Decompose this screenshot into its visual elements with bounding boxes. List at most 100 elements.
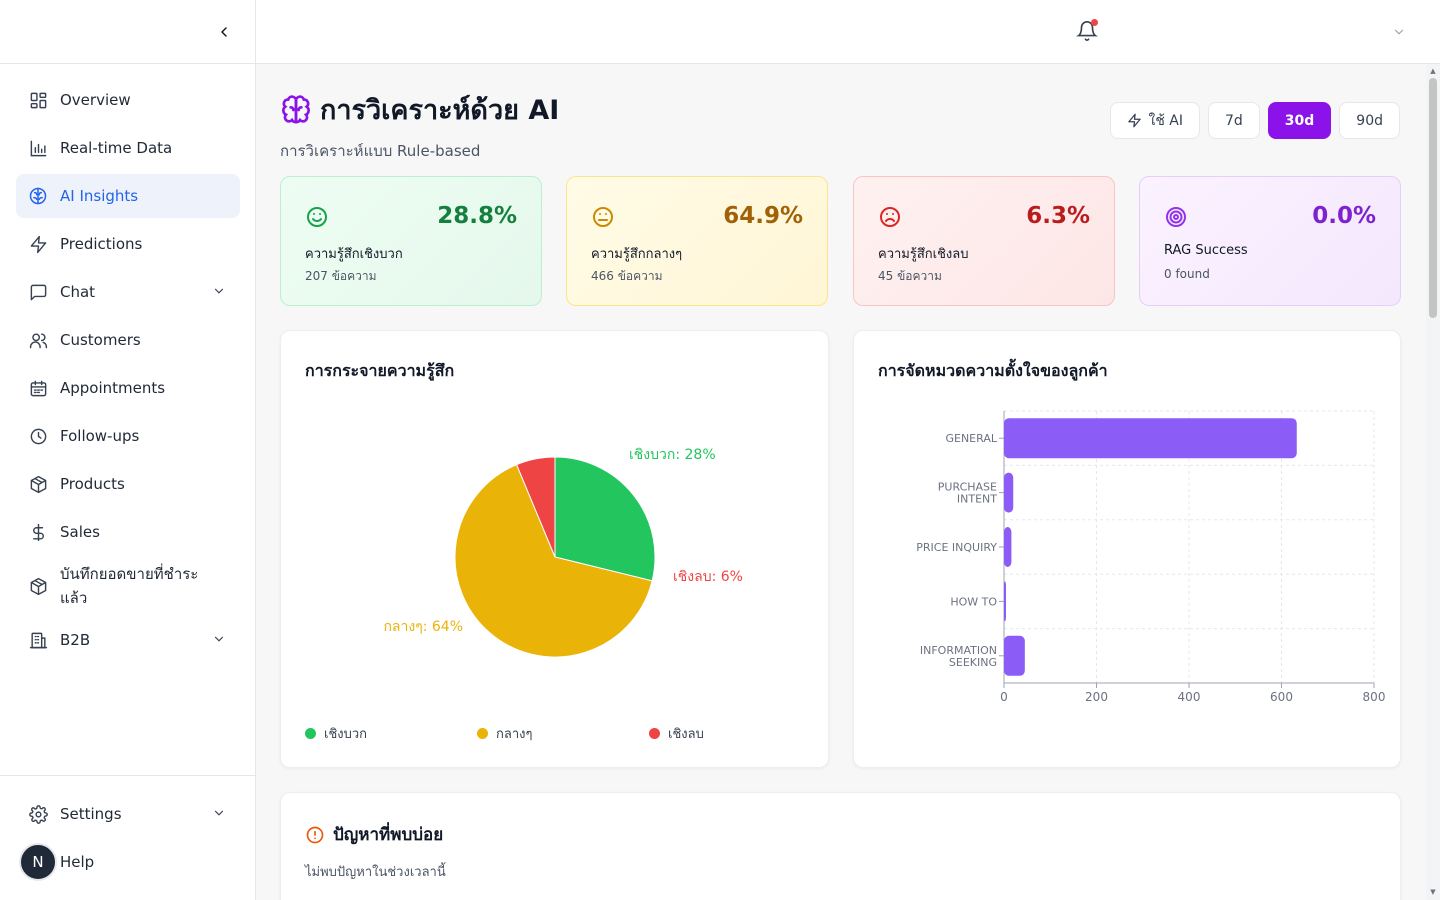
sidebar-item-appointments[interactable]: Appointments: [16, 366, 240, 410]
legend-item-neutral: กลางๆ: [477, 723, 532, 744]
bar[interactable]: [1004, 472, 1014, 513]
pie-data-label: เชิงบวก: 28%: [629, 447, 716, 463]
use-ai-button[interactable]: ใช้ AI: [1110, 102, 1200, 139]
pie-slice[interactable]: [515, 456, 556, 558]
sidebar-item-realtime-data[interactable]: Real-time Data: [16, 126, 240, 170]
bar-chart-icon: [28, 138, 48, 158]
legend-item-negative: เชิงลบ: [649, 723, 704, 744]
bar[interactable]: [1004, 581, 1006, 622]
package-icon: [28, 576, 48, 596]
bar[interactable]: [1004, 527, 1012, 567]
card-title: การกระจายความรู้สึก: [305, 361, 455, 380]
sidebar-item-label: Sales: [60, 523, 100, 541]
stat-subtext: 466 ข้อความ: [591, 269, 663, 283]
page-subtitle: การวิเคราะห์แบบ Rule-based: [280, 142, 481, 160]
sidebar-item-b2b[interactable]: B2B: [16, 618, 240, 662]
chevron-down-icon: [212, 284, 226, 302]
sidebar-footer: Settings Help: [0, 775, 256, 900]
page-title: การวิเคราะห์ด้วย AI: [320, 95, 560, 126]
sidebar-item-sales[interactable]: Sales: [16, 510, 240, 554]
sidebar-item-label: Predictions: [60, 235, 143, 253]
gear-icon: [28, 804, 48, 824]
sidebar-header: [0, 0, 255, 64]
rag-success-card: 0.0% RAG Success 0 found: [1139, 176, 1401, 306]
range-30d-button[interactable]: 30d: [1267, 102, 1332, 139]
card-title: ปัญหาที่พบบ่อย: [333, 825, 444, 845]
scroll-down-arrow[interactable]: ▼: [1430, 888, 1436, 896]
chevron-down-icon: [1394, 29, 1404, 35]
pie-slice[interactable]: [454, 463, 653, 658]
message-icon: [28, 282, 48, 302]
sidebar-nav: Overview Real-time Data AI Insights Pred…: [16, 78, 240, 666]
sidebar-item-label: Customers: [60, 331, 141, 349]
legend-swatch: [649, 728, 660, 739]
dollar-icon: [28, 522, 48, 542]
legend-label: เชิงลบ: [668, 727, 704, 742]
pie-data-label: กลางๆ: 64%: [383, 619, 463, 635]
stat-value: 28.8%: [437, 203, 517, 229]
range-7d-button[interactable]: 7d: [1207, 102, 1260, 139]
x-tick-label: 200: [1085, 690, 1108, 704]
package-icon: [28, 474, 48, 494]
legend-swatch: [477, 728, 488, 739]
notification-dot: [1091, 19, 1098, 26]
brain-icon: [28, 186, 48, 206]
zap-icon: [1128, 113, 1142, 128]
sidebar-item-label: B2B: [60, 631, 91, 649]
issues-empty-text: ไม่พบปัญหาในช่วงเวลานี้: [305, 865, 446, 880]
sidebar-item-label: บันทึกยอดขายที่ชำระแล้ว: [60, 565, 199, 607]
range-selector: ใช้ AI 7d 30d 90d: [1102, 102, 1400, 139]
sidebar-item-products[interactable]: Products: [16, 462, 240, 506]
sidebar-item-paid-sales-records[interactable]: บันทึกยอดขายที่ชำระแล้ว: [16, 558, 240, 614]
scroll-up-arrow[interactable]: ▲: [1430, 67, 1436, 75]
y-tick-label: HOW TO: [950, 595, 997, 608]
stat-value: 6.3%: [1026, 203, 1090, 229]
topbar: [256, 0, 1440, 64]
user-menu-button[interactable]: [1392, 24, 1406, 43]
sidebar-item-chat[interactable]: Chat: [16, 270, 240, 314]
positive-sentiment-card: 28.8% ความรู้สึกเชิงบวก 207 ข้อความ: [280, 176, 542, 306]
sidebar-item-overview[interactable]: Overview: [16, 78, 240, 122]
sentiment-distribution-card: การกระจายความรู้สึก เชิงบวก: 28% กลางๆ: 6…: [280, 330, 829, 768]
sidebar-item-label: Chat: [60, 283, 96, 301]
legend-label: เชิงบวก: [324, 727, 368, 742]
stat-subtext: 45 ข้อความ: [878, 269, 942, 283]
stat-subtext: 0 found: [1164, 267, 1210, 281]
calendar-icon: [28, 378, 48, 398]
collapse-sidebar-button[interactable]: [212, 20, 236, 44]
stat-value: 0.0%: [1312, 203, 1376, 229]
sidebar-item-help[interactable]: Help: [16, 840, 240, 884]
x-tick-label: 600: [1270, 690, 1293, 704]
brain-icon: [282, 94, 310, 123]
bar[interactable]: [1004, 418, 1297, 459]
main-scrollbar[interactable]: ▲ ▼: [1426, 64, 1440, 900]
range-90d-button[interactable]: 90d: [1339, 102, 1400, 139]
legend-item-positive: เชิงบวก: [305, 723, 367, 744]
sidebar-item-follow-ups[interactable]: Follow-ups: [16, 414, 240, 458]
sidebar-item-label: Follow-ups: [60, 427, 140, 445]
x-tick-label: 0: [1000, 690, 1008, 704]
sidebar-item-ai-insights[interactable]: AI Insights: [16, 174, 240, 218]
sidebar-item-predictions[interactable]: Predictions: [16, 222, 240, 266]
avatar[interactable]: N: [19, 843, 57, 881]
common-issues-card: ปัญหาที่พบบ่อย ไม่พบปัญหาในช่วงเวลานี้: [280, 792, 1401, 900]
stat-label: ความรู้สึกเชิงลบ: [878, 247, 969, 262]
sidebar-item-label: Real-time Data: [60, 139, 173, 157]
page-header: การวิเคราะห์ด้วย AI การวิเคราะห์แบบ Rule…: [280, 88, 559, 163]
sidebar-item-label: AI Insights: [60, 187, 139, 205]
bar[interactable]: [1004, 635, 1025, 676]
sidebar: Overview Real-time Data AI Insights Pred…: [0, 0, 256, 900]
card-title: การจัดหมวดความตั้งใจของลูกค้า: [878, 361, 1108, 380]
clock-icon: [28, 426, 48, 446]
chevron-down-icon: [212, 632, 226, 650]
sidebar-item-label: Products: [60, 475, 125, 493]
scroll-thumb[interactable]: [1429, 78, 1437, 318]
intent-bar-chart: 0 200 400 600 800 GENERAL PURCHASE INTENT PRICE …: [916, 410, 1385, 704]
pie-slice[interactable]: [554, 456, 656, 582]
stat-value: 64.9%: [723, 203, 803, 229]
smile-icon: [307, 207, 327, 227]
sidebar-item-settings[interactable]: Settings: [16, 792, 240, 836]
notifications-button[interactable]: [1076, 19, 1098, 42]
stat-label: ความรู้สึกกลางๆ: [591, 247, 683, 262]
sidebar-item-customers[interactable]: Customers: [16, 318, 240, 362]
